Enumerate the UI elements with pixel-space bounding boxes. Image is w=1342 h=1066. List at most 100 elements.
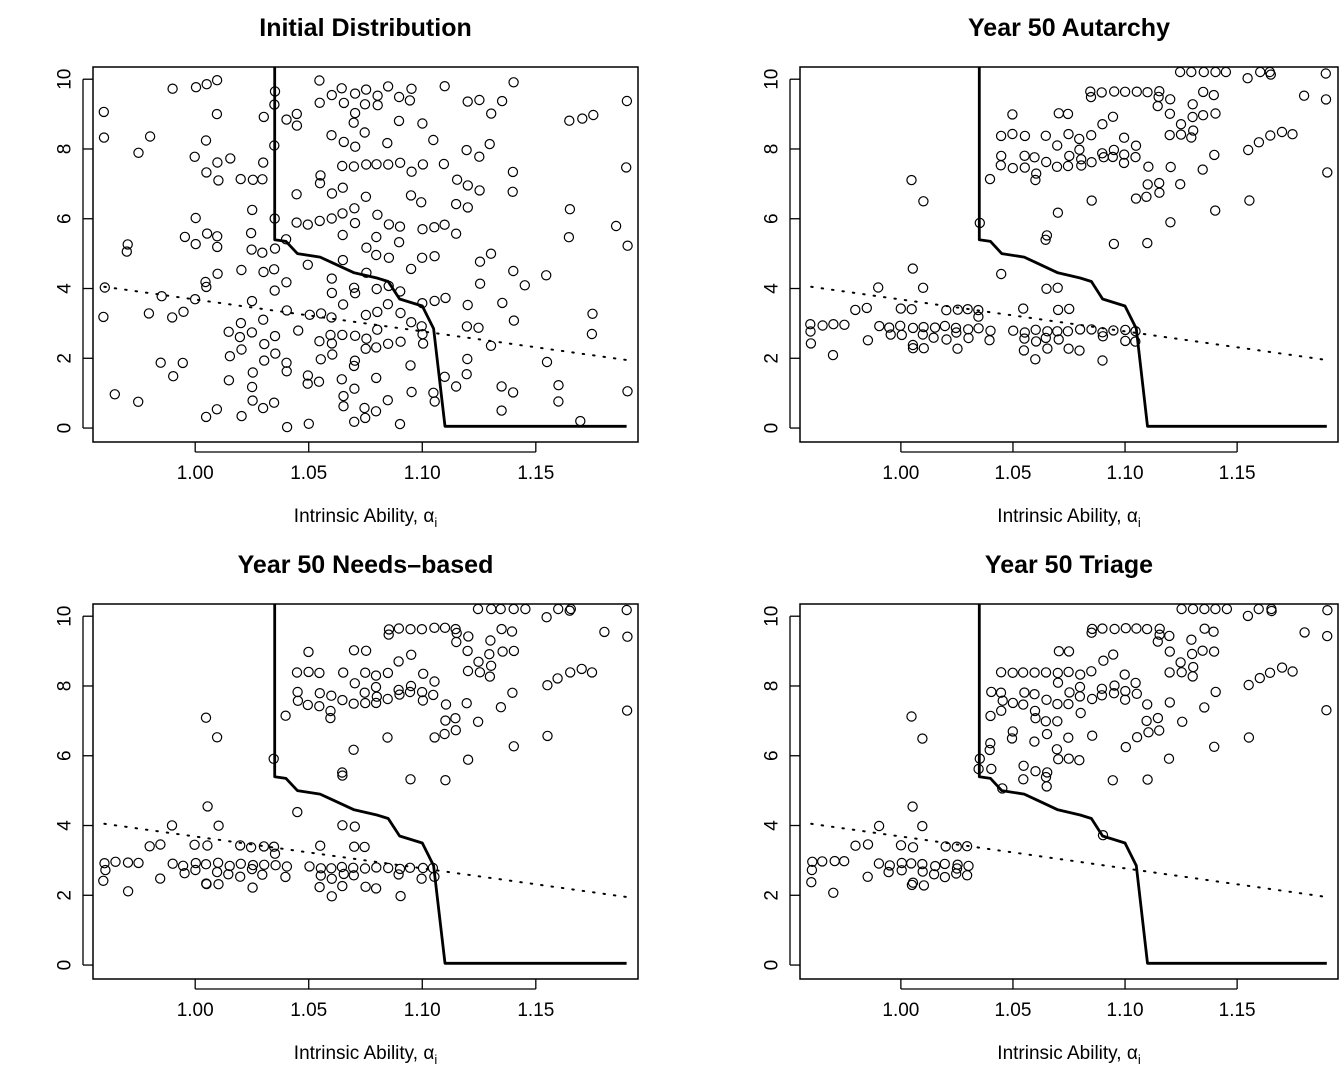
scatter-point <box>940 841 951 852</box>
dotted-reference-line <box>103 285 628 362</box>
scatter-point <box>907 263 919 274</box>
scatter-point <box>1019 162 1031 173</box>
scatter-point <box>1064 687 1075 698</box>
scatter-point <box>817 320 828 331</box>
scatter-point <box>1210 686 1221 698</box>
scatter-point <box>122 857 134 868</box>
scatter-point <box>895 303 907 314</box>
scatter-point <box>247 882 258 893</box>
chart-panel-4: Year 50 Triage 1.00 1.05 1.10 1.15 0 2 4 6 8 10 Int… <box>762 551 1339 1066</box>
scatter-point <box>417 338 429 349</box>
scatter-point <box>268 397 280 408</box>
scatter-point <box>110 856 121 868</box>
x-tick-label: 1.15 <box>1219 1000 1256 1021</box>
scatter-point <box>564 115 575 126</box>
scatter-point <box>565 603 577 615</box>
scatter-point <box>360 191 372 202</box>
scatter-point <box>586 667 598 678</box>
scatter-point <box>622 240 633 251</box>
scatter-point <box>280 710 291 721</box>
scatter-point <box>395 336 406 347</box>
scatter-point <box>1107 151 1119 163</box>
scatter-point <box>1165 161 1176 173</box>
scatter-point <box>336 861 348 873</box>
scatter-point <box>1085 129 1097 141</box>
scatter-point <box>587 308 598 319</box>
scatter-point <box>100 864 111 876</box>
scatter-point <box>337 694 348 706</box>
scatter-point <box>337 820 348 831</box>
scatter-point <box>621 705 633 716</box>
plot-frame <box>92 603 639 980</box>
scatter-point <box>393 115 405 127</box>
scatter-point <box>406 83 417 95</box>
chart-title: Year 50 Needs–based <box>238 551 494 579</box>
x-axis-label: Intrinsic Ability, αi <box>294 1043 438 1066</box>
scatter-point <box>1042 343 1053 354</box>
scatter-point <box>370 681 382 693</box>
chart-title: Initial Distribution <box>259 14 472 42</box>
scatter-point <box>1299 627 1310 638</box>
scatter-point <box>246 244 257 255</box>
scatter-point <box>1096 87 1107 98</box>
x-axis-label-text: Intrinsic Ability, α <box>997 506 1138 527</box>
scatter-point <box>951 863 963 874</box>
scatter-point <box>621 604 632 616</box>
scatter-point <box>951 868 962 879</box>
scatter-point <box>257 869 268 880</box>
scatter-point <box>451 174 463 185</box>
scatter-point <box>383 629 394 640</box>
scatter-point <box>1097 331 1109 342</box>
scatter-point <box>986 686 997 698</box>
scatter-point <box>542 730 553 742</box>
chart-panel-1: Initial Distribution 1.00 1.05 1.10 1.15 0 2 4 6… <box>55 14 639 530</box>
scatter-point <box>269 330 281 342</box>
scatter-point <box>383 624 395 635</box>
scatter-point <box>1040 156 1052 168</box>
scatter-point <box>394 221 406 232</box>
x-axis-label-text: Intrinsic Ability, α <box>997 1043 1138 1064</box>
scatter-point <box>1018 774 1029 785</box>
scatter-point <box>393 623 405 634</box>
scatter-point <box>1018 345 1030 356</box>
scatter-point <box>383 252 395 263</box>
scatter-point <box>1086 627 1097 638</box>
scatter-point <box>1086 324 1097 335</box>
scatter-point <box>951 327 962 338</box>
scatter-point <box>829 855 840 867</box>
scatter-point <box>281 305 292 316</box>
scatter-point <box>234 840 246 851</box>
scatter-point <box>461 144 472 156</box>
scatter-point <box>450 713 461 724</box>
y-tick-label: 4 <box>762 820 783 831</box>
scatter-point <box>314 667 325 679</box>
scatter-point <box>416 624 428 635</box>
scatter-point <box>393 684 404 696</box>
scatter-point <box>314 701 325 712</box>
scatter-point <box>200 276 211 288</box>
scatter-point <box>360 309 372 321</box>
y-tick-label: 0 <box>55 423 76 434</box>
scatter-point <box>1244 195 1255 206</box>
scatter-point <box>896 865 907 876</box>
scatter-point <box>177 860 189 872</box>
scatter-point <box>917 282 929 293</box>
scatter-point <box>405 190 417 201</box>
scatter-point <box>1163 753 1175 764</box>
scatter-point <box>315 170 326 181</box>
scatter-point <box>382 299 394 310</box>
scatter-point <box>429 295 440 307</box>
scatter-point <box>429 732 440 743</box>
scatter-point <box>269 243 281 254</box>
scatter-point <box>962 304 973 315</box>
scatter-point <box>201 878 212 890</box>
scatter-point <box>200 859 212 870</box>
scatter-point <box>497 297 508 309</box>
scatter-point <box>349 355 361 366</box>
scatter-point <box>1108 86 1120 97</box>
scatter-point <box>519 280 531 291</box>
scatter-point <box>917 866 928 877</box>
scatter-point <box>520 603 531 615</box>
scatter-point <box>542 680 553 691</box>
scatter-point <box>506 626 518 637</box>
